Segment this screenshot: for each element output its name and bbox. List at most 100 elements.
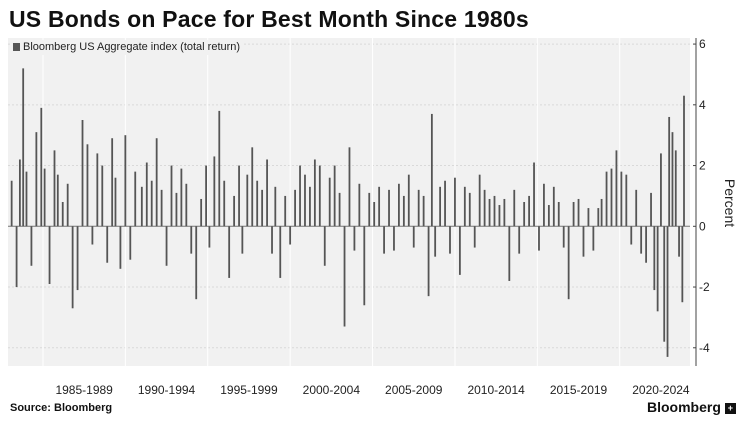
bar [205, 165, 208, 227]
bar [383, 226, 385, 254]
bar [513, 189, 516, 227]
bar [473, 226, 476, 248]
bar [56, 174, 59, 227]
bar [610, 168, 613, 227]
bar [582, 226, 585, 257]
bar [145, 162, 148, 227]
bar [30, 226, 33, 266]
bar [170, 165, 173, 227]
bar [528, 195, 530, 227]
bar [343, 226, 346, 327]
x-tick-label: 2010-2014 [467, 383, 525, 397]
bar [251, 147, 254, 227]
bar [444, 180, 446, 227]
bar [25, 171, 28, 227]
bar [279, 226, 282, 278]
y-tick-label: 2 [699, 159, 706, 173]
bar [483, 189, 486, 227]
bar [650, 192, 652, 227]
bar [140, 186, 143, 227]
bar [547, 205, 550, 227]
bar [378, 186, 381, 227]
bar [363, 226, 366, 306]
y-tick-label: 6 [699, 37, 706, 51]
bar [518, 226, 521, 254]
brand-name: Bloomberg [647, 399, 721, 415]
bar [493, 195, 496, 227]
bar [422, 195, 425, 227]
bar [417, 189, 420, 227]
bar [567, 226, 570, 300]
bar [503, 198, 506, 227]
source-note: Source: Bloomberg [10, 402, 113, 414]
bar [427, 226, 430, 297]
bar [498, 205, 501, 227]
bar [597, 208, 600, 227]
bar [449, 226, 451, 254]
bar [660, 153, 662, 227]
bar [543, 183, 545, 227]
bar [463, 186, 466, 227]
bar [96, 153, 99, 227]
bar [91, 226, 94, 245]
bar [458, 226, 461, 275]
bar [228, 226, 231, 278]
bar [625, 174, 628, 227]
legend: Bloomberg US Aggregate index (total retu… [11, 40, 245, 55]
bar [313, 159, 316, 227]
bar [678, 226, 680, 257]
bar [412, 226, 415, 248]
x-tick-label: 2000-2004 [303, 383, 361, 397]
bar [271, 226, 273, 254]
bar [620, 171, 623, 227]
bar [605, 171, 608, 227]
bar [592, 226, 595, 251]
plus-icon: + [724, 403, 736, 414]
bar [439, 186, 442, 227]
bar [323, 226, 326, 266]
bar [40, 107, 43, 227]
x-tick-label: 1990-1994 [138, 383, 196, 397]
bar [175, 192, 178, 227]
bar [101, 165, 104, 227]
y-tick-label: 4 [699, 98, 706, 112]
bar [208, 226, 211, 248]
bar [645, 226, 647, 263]
bar [402, 195, 405, 227]
bar [635, 189, 638, 227]
bar [165, 226, 168, 266]
bar [81, 120, 84, 227]
bar [266, 159, 268, 227]
bloomberg-logo: Bloomberg + [647, 399, 736, 415]
bar [533, 162, 535, 227]
bar [552, 186, 555, 227]
x-tick-label: 2020-2024 [632, 383, 690, 397]
bar [53, 150, 56, 227]
bar [10, 180, 13, 227]
bar [600, 198, 603, 227]
y-tick-label: 0 [699, 219, 706, 233]
bar [674, 150, 677, 227]
bar [508, 226, 511, 281]
bar [488, 198, 491, 227]
x-tick-label: 2015-2019 [550, 383, 608, 397]
bar [434, 226, 437, 257]
bar [233, 195, 236, 227]
bar [66, 183, 69, 227]
bar [223, 180, 226, 227]
bar [358, 183, 361, 227]
bar [246, 174, 249, 227]
bar [328, 177, 331, 227]
bar [238, 165, 240, 227]
bar [572, 202, 575, 227]
x-tick-label: 2005-2009 [385, 383, 443, 397]
bar [653, 226, 656, 291]
bar [668, 116, 671, 227]
bar [106, 226, 109, 263]
bar [150, 180, 153, 227]
bar [261, 189, 264, 227]
bar [43, 168, 46, 227]
bar [114, 177, 117, 227]
bar [241, 226, 244, 254]
